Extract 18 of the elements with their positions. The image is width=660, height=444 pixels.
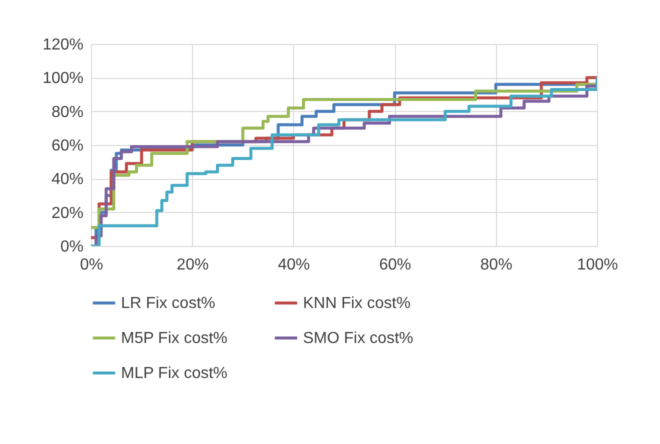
y-tick-label: 100% [42,70,84,88]
legend-label: MLP Fix cost% [121,365,228,382]
x-tick-label: 20% [176,256,209,274]
y-tick-label: 120% [42,36,84,54]
legend-label: SMO Fix cost% [303,330,414,347]
legend-label: LR Fix cost% [121,295,216,312]
y-tick-label: 40% [51,171,84,188]
y-tick-label: 20% [51,204,84,222]
x-tick-label: 0% [80,256,104,274]
y-tick-label: 60% [51,138,84,154]
legend-label: M5P Fix cost% [121,330,228,347]
x-tick-label: 60% [379,256,412,274]
y-tick-label: 80% [51,104,84,121]
x-tick-label: 100% [577,256,618,274]
x-tick-label: 40% [278,256,310,274]
y-tick-label: 0% [60,238,84,256]
legend-label: KNN Fix cost% [303,295,411,312]
x-tick-label: 80% [480,256,512,274]
